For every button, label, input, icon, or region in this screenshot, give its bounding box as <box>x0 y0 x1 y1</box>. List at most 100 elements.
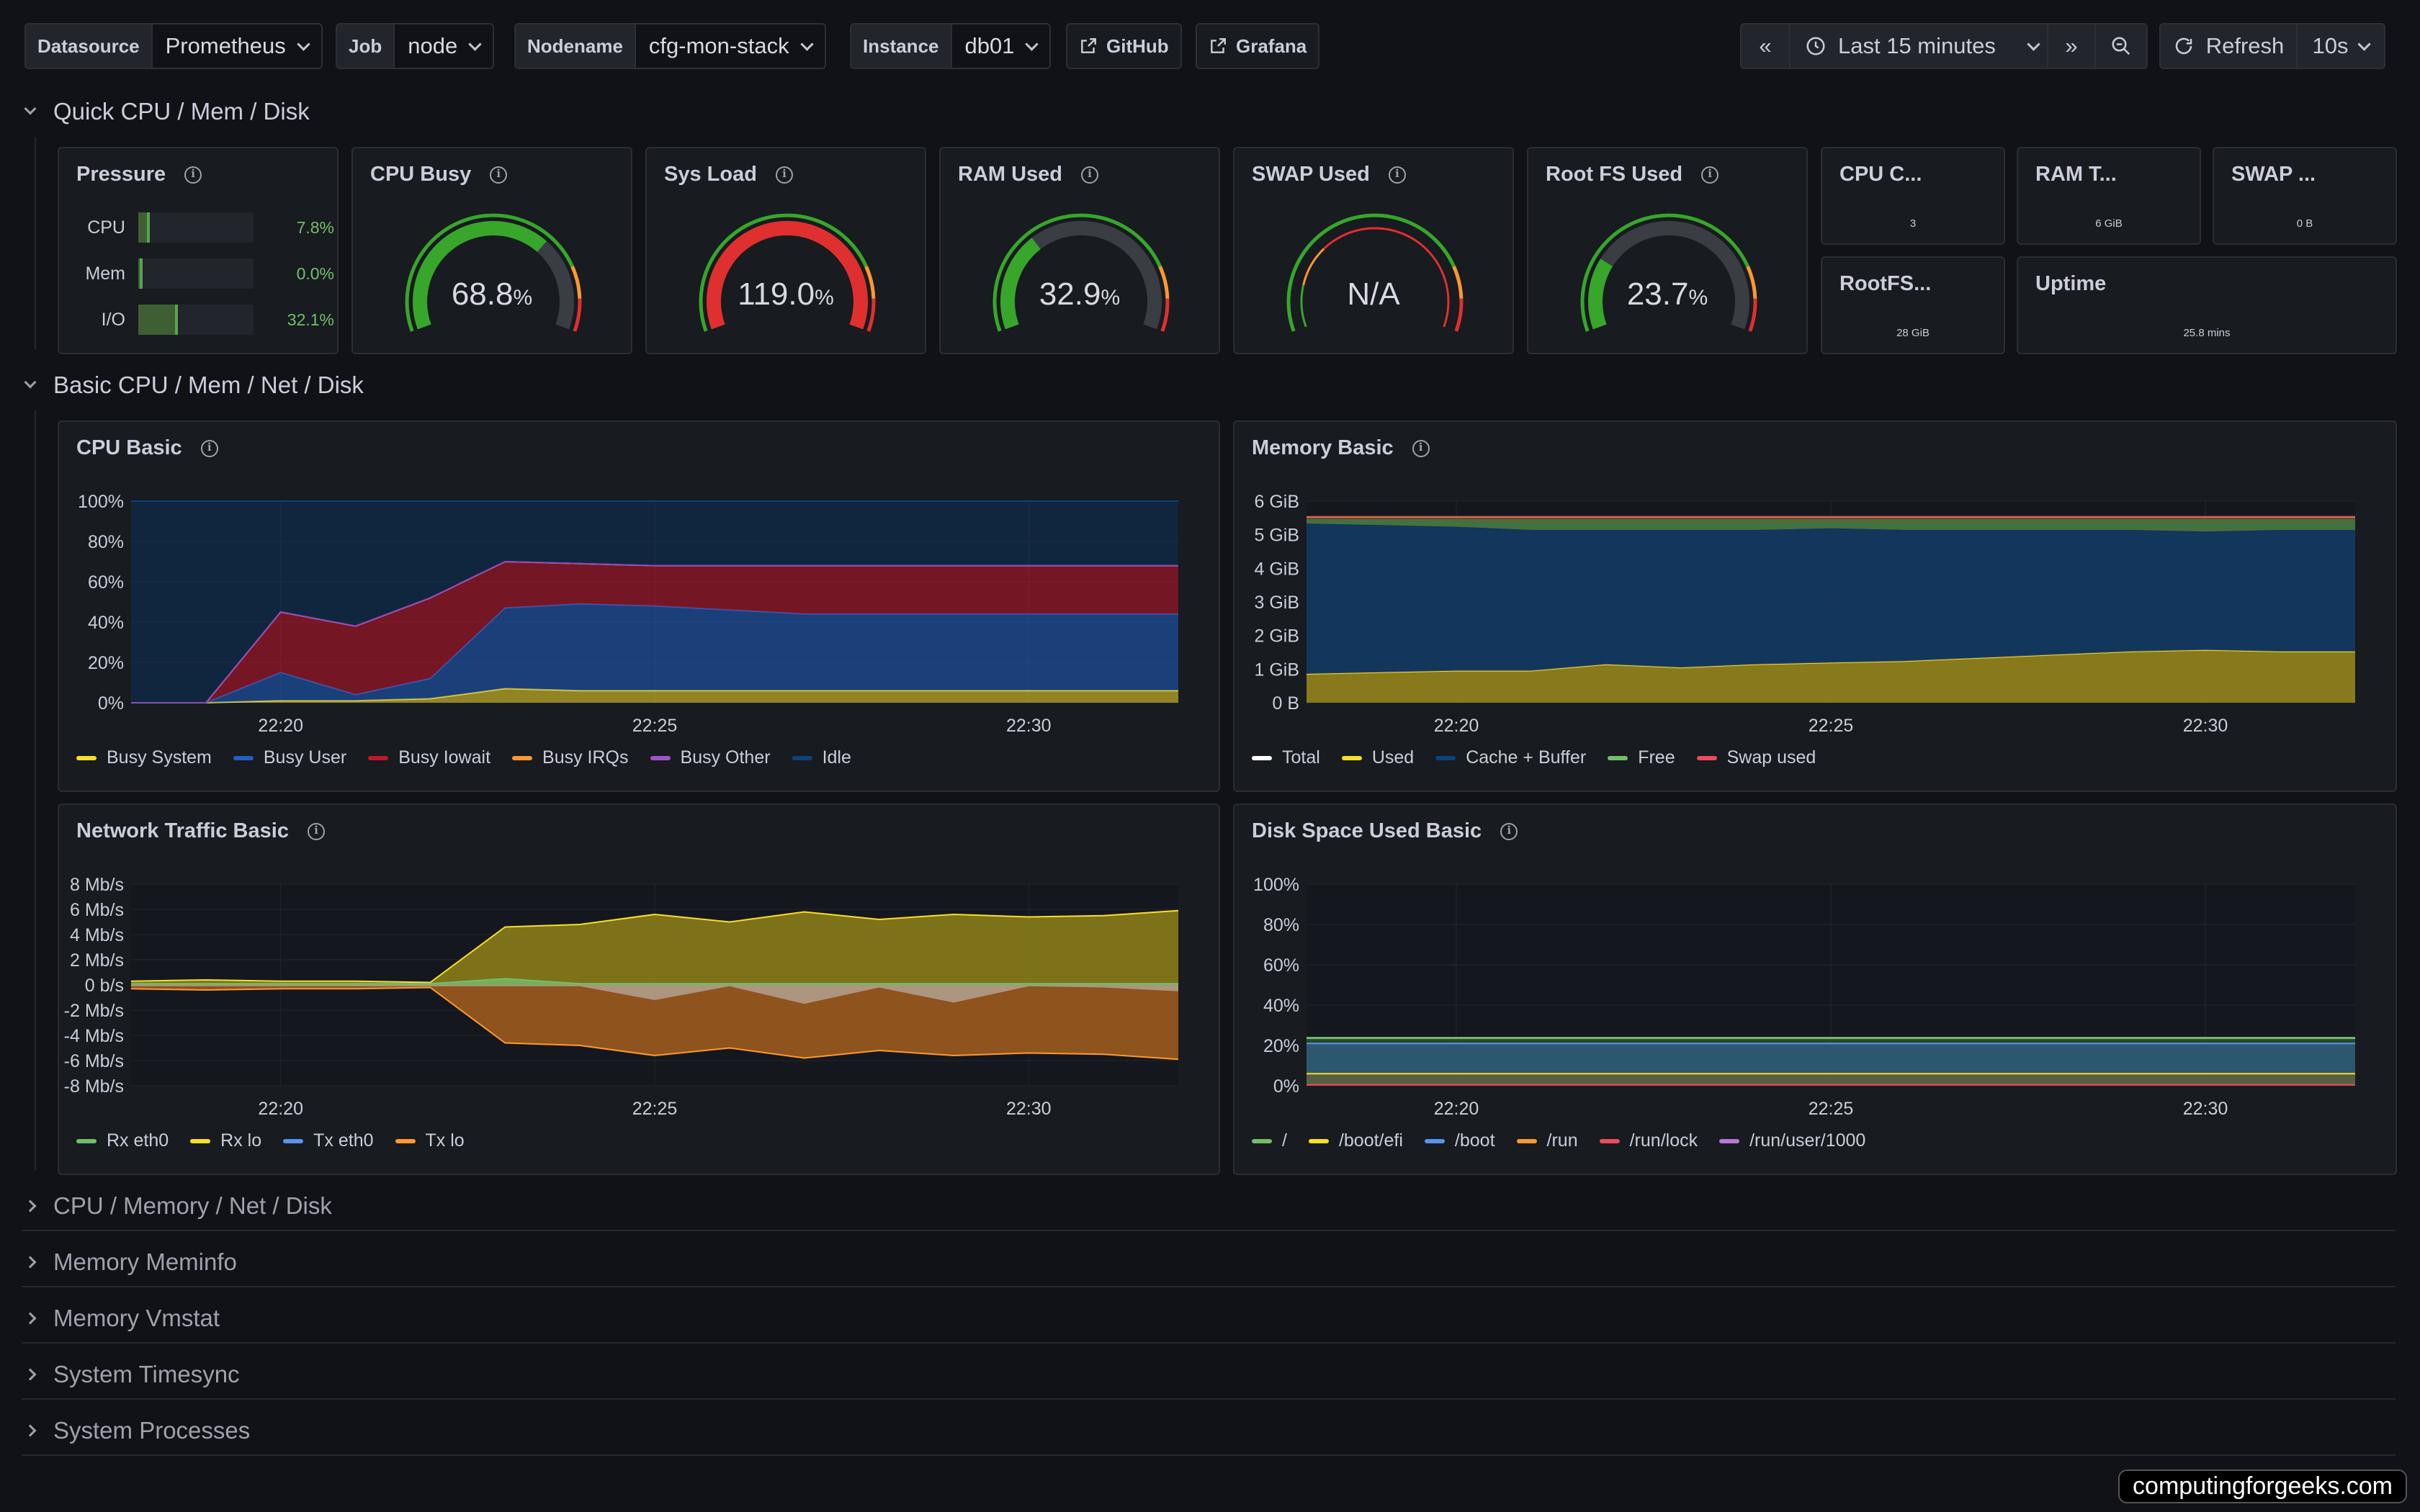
info-icon[interactable] <box>775 166 793 184</box>
panel-network-traffic-basic[interactable]: Network Traffic Basic 8 Mb/s 6 Mb/s 4 Mb/s… <box>58 804 1220 1175</box>
time-forward-button[interactable]: » <box>2047 23 2096 69</box>
y-tick-label: 100% <box>1253 875 1299 895</box>
chart-legend[interactable]: Rx eth0 Rx lo Tx eth0 Tx lo <box>76 1130 465 1151</box>
variable-nodename[interactable]: Nodename cfg-mon-stack <box>514 23 826 69</box>
legend-item[interactable]: /run <box>1516 1130 1578 1151</box>
pressure-label: I/O <box>101 309 125 330</box>
panel-rootfs-total[interactable]: RootFS... 28 GiB <box>1821 256 2005 354</box>
panel-swap-used[interactable]: SWAP Used N/A <box>1233 147 1514 354</box>
section-system-processes[interactable]: System Processes <box>24 1417 250 1444</box>
y-tick-label: 4 Mb/s <box>70 925 124 945</box>
legend-item[interactable]: Busy System <box>76 747 212 768</box>
cpu-basic-chart[interactable]: 100% 80% 60% 40% 20% 0% 22:20 22:25 22:30 <box>59 422 1219 791</box>
legend-item[interactable]: Tx eth0 <box>283 1130 374 1151</box>
disk-space-chart[interactable]: 100% 80% 60% 40% 20% 0% 22:20 22:25 22:30 <box>1234 805 2396 1174</box>
variable-instance[interactable]: Instance db01 <box>850 23 1052 69</box>
zoom-out-button[interactable] <box>2094 23 2148 69</box>
legend-item[interactable]: Rx eth0 <box>76 1130 169 1151</box>
panel-cpu-basic[interactable]: CPU Basic 100% 80% 60% 40% 20% 0% 22:20 22:25 22… <box>58 420 1220 792</box>
info-icon[interactable] <box>1701 166 1719 184</box>
legend-item[interactable]: /boot/efi <box>1308 1130 1403 1151</box>
time-range-label: Last 15 minutes <box>1838 33 1996 58</box>
variable-job[interactable]: Job node <box>336 23 495 69</box>
legend-item[interactable]: Busy Other <box>650 747 771 768</box>
legend-item[interactable]: Swap used <box>1696 747 1816 768</box>
time-picker[interactable]: Last 15 minutes <box>1789 23 2048 69</box>
variable-value[interactable]: node <box>395 24 493 68</box>
panel-sys-load[interactable]: Sys Load 119.0% <box>645 147 926 354</box>
info-icon[interactable] <box>200 439 218 457</box>
gauge-threshold-green <box>699 213 868 332</box>
panel-swap-total[interactable]: SWAP ... 0 B <box>2213 147 2397 245</box>
divider <box>22 1230 2396 1231</box>
panel-title: CPU Busy <box>370 163 508 186</box>
legend-swatch <box>1516 1138 1537 1143</box>
legend-swatch <box>283 1138 304 1143</box>
legend-item[interactable]: Rx lo <box>190 1130 261 1151</box>
info-icon[interactable] <box>1412 439 1430 457</box>
legend-item[interactable]: Used <box>1341 747 1414 768</box>
variable-label: Datasource <box>26 24 153 68</box>
legend-item[interactable]: /run/lock <box>1599 1130 1698 1151</box>
variable-datasource[interactable]: Datasource Prometheus <box>24 23 323 69</box>
divider <box>22 1398 2396 1400</box>
panel-disk-space-used-basic[interactable]: Disk Space Used Basic 100% 80% 60% 40% 20% 0%… <box>1233 804 2397 1175</box>
series-line-rx-lo <box>130 909 1179 984</box>
legend-label: /run/user/1000 <box>1749 1130 1866 1151</box>
info-icon[interactable] <box>1500 822 1518 840</box>
panel-root-fs-used[interactable]: Root FS Used 23.7% <box>1527 147 1808 354</box>
section-basic[interactable]: Basic CPU / Mem / Net / Disk <box>24 372 364 399</box>
refresh-interval-picker[interactable]: 10s <box>2296 23 2385 69</box>
legend-swatch <box>1341 755 1362 760</box>
legend-item[interactable]: /boot <box>1424 1130 1495 1151</box>
time-back-button[interactable]: « <box>1740 23 1791 69</box>
refresh-button[interactable]: Refresh <box>2159 23 2298 69</box>
section-memory-vmstat[interactable]: Memory Vmstat <box>24 1305 220 1332</box>
variable-value[interactable]: Prometheus <box>152 24 321 68</box>
clock-icon <box>1806 37 1825 55</box>
panel-cpu-busy[interactable]: CPU Busy 68.8% <box>351 147 632 354</box>
info-icon[interactable] <box>184 166 202 184</box>
chart-legend[interactable]: Busy System Busy User Busy Iowait Busy IRQs… <box>76 747 851 768</box>
legend-label: Free <box>1638 747 1675 768</box>
variable-value[interactable]: db01 <box>951 24 1050 68</box>
section-memory-meminfo[interactable]: Memory Meminfo <box>24 1248 237 1276</box>
chart-legend[interactable]: / /boot/efi/boot/run/run/lock/run/user/10… <box>1252 1130 1865 1151</box>
external-link-icon <box>1211 38 1226 53</box>
legend-item[interactable]: Idle <box>792 747 851 768</box>
panel-pressure[interactable]: Pressure CPU 7.8% Mem 0.0% I/O 32.1% <box>58 147 339 354</box>
panel-ram-total[interactable]: RAM T... 6 GiB <box>2017 147 2201 245</box>
gauge-threshold-red <box>1748 298 1757 332</box>
grafana-link[interactable]: Grafana <box>1196 23 1320 69</box>
section-quick[interactable]: Quick CPU / Mem / Disk <box>24 98 310 125</box>
variable-value[interactable]: cfg-mon-stack <box>635 24 825 68</box>
panel-uptime[interactable]: Uptime 25.8 mins <box>2017 256 2397 354</box>
legend-item[interactable]: Busy User <box>233 747 346 768</box>
legend-label: Busy User <box>263 747 347 768</box>
panel-memory-basic[interactable]: Memory Basic 6 GiB 5 GiB 4 GiB 3 GiB 2 GiB 1 … <box>1233 420 2397 792</box>
legend-item[interactable]: / <box>1252 1130 1287 1151</box>
info-icon[interactable] <box>1081 166 1099 184</box>
legend-item[interactable]: Busy Iowait <box>368 747 490 768</box>
pressure-value: 32.1% <box>287 310 334 329</box>
y-tick-label: 2 GiB <box>1254 626 1299 647</box>
legend-item[interactable]: Total <box>1252 747 1320 768</box>
legend-item[interactable]: Busy IRQs <box>512 747 629 768</box>
info-icon[interactable] <box>307 822 325 840</box>
legend-item[interactable]: Cache + Buffer <box>1435 747 1586 768</box>
legend-swatch <box>1608 755 1628 760</box>
chart-legend[interactable]: Total Used Cache + Buffer Free Swap used <box>1252 747 1816 768</box>
network-traffic-chart[interactable]: 8 Mb/s 6 Mb/s 4 Mb/s 2 Mb/s 0 b/s -2 Mb/s -4 M… <box>59 805 1219 1174</box>
info-icon[interactable] <box>1388 166 1406 184</box>
section-cpu-memory-net-disk[interactable]: CPU / Memory / Net / Disk <box>24 1192 332 1220</box>
panel-cpu-cores[interactable]: CPU C... 3 <box>1821 147 2005 245</box>
y-tick-label: 60% <box>88 572 124 593</box>
memory-basic-chart[interactable]: 6 GiB 5 GiB 4 GiB 3 GiB 2 GiB 1 GiB 0 B 22:20 22… <box>1234 422 2396 791</box>
section-system-timesync[interactable]: System Timesync <box>24 1361 240 1388</box>
legend-item[interactable]: Free <box>1608 747 1675 768</box>
info-icon[interactable] <box>490 166 508 184</box>
legend-item[interactable]: Tx lo <box>395 1130 465 1151</box>
legend-item[interactable]: /run/user/1000 <box>1719 1130 1865 1151</box>
panel-ram-used[interactable]: RAM Used 32.9% <box>939 147 1220 354</box>
github-link[interactable]: GitHub <box>1066 23 1182 69</box>
